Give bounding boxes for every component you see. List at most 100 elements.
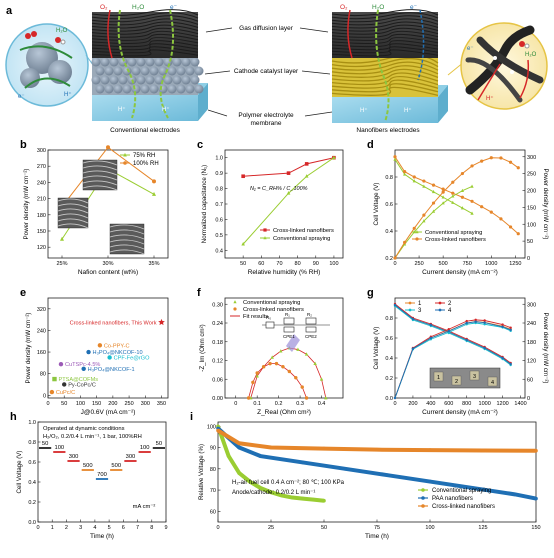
gdl-fiber — [91, 18, 199, 26]
x-axis-label: J@0.6V (mA cm⁻²) — [81, 409, 136, 416]
data-point — [441, 195, 445, 199]
data-point — [422, 213, 426, 217]
condition-line-1: H₂-air fuel cell 0.4 A cm⁻²; 80 ℃; 100 K… — [232, 480, 345, 486]
y-tick-label: 240 — [37, 328, 46, 334]
data-point — [480, 159, 484, 163]
data-point — [460, 206, 465, 210]
data-point — [489, 156, 493, 160]
data-point — [483, 346, 486, 350]
sem-fiber — [82, 160, 118, 166]
data-point — [268, 361, 272, 366]
electron-label-left: e⁻ — [170, 4, 178, 11]
step-current-label: 100 — [140, 445, 150, 451]
y2-tick-label: 250 — [527, 172, 536, 178]
step-current-label: 100 — [54, 445, 64, 451]
gdl-fiber — [331, 30, 439, 38]
cpe1 — [283, 326, 295, 333]
y-tick-label: 0.6 — [28, 460, 36, 466]
series-line-1 — [394, 303, 511, 364]
y-axis-label: -Z_Im (Ohm cm²) — [199, 324, 206, 371]
catalyst-particle — [190, 75, 200, 85]
legend-marker — [415, 230, 419, 234]
data-point — [465, 338, 468, 342]
x-tick-label: 1200 — [496, 401, 508, 407]
x-tick-label: 400 — [426, 401, 435, 407]
catalyst-particle — [104, 66, 114, 76]
pem-label-line2: membrane — [250, 120, 281, 127]
y-tick-label: 0.00 — [212, 396, 223, 402]
plot-frame — [47, 297, 169, 399]
nanofiber-strand — [331, 83, 439, 93]
data-point — [441, 187, 445, 191]
gdl-fiber — [91, 21, 199, 29]
photo-electrode — [487, 376, 498, 387]
circuit-label-r1: R₁ — [285, 312, 290, 317]
data-point — [411, 317, 415, 321]
catalyst-particle — [91, 57, 101, 67]
condition-line-2: H₂/O₂, 0.2/0.4 L min⁻¹, 1 bar, 100%RH — [43, 434, 142, 440]
data-point — [489, 210, 493, 214]
legend-marker — [421, 496, 425, 500]
data-point — [269, 445, 273, 450]
catalyst-particle — [127, 57, 137, 67]
y-tick-label: 0 — [43, 393, 46, 399]
catalyst-particle — [122, 84, 132, 94]
catalyst-particle — [136, 57, 146, 67]
x-tick-label: 0.3 — [296, 401, 304, 407]
data-point — [152, 179, 156, 184]
legend-label: Cross-linked nanofibers — [432, 504, 495, 510]
sem-inset-bg — [57, 197, 89, 229]
data-point — [451, 200, 455, 204]
point-label: H₃PO₄@NKCOF-10 — [93, 350, 143, 356]
y-tick-label: 0.9 — [215, 171, 223, 177]
catalyst-particle — [185, 84, 195, 94]
y2-tick-label: 60 — [527, 377, 533, 383]
zoom-highlight — [286, 334, 300, 352]
gdl-fiber — [331, 46, 439, 54]
data-point — [343, 467, 348, 471]
x-axis-label: Nafion content (wt%) — [78, 269, 138, 276]
legend-marker — [421, 504, 425, 508]
legend-label: 1 — [418, 301, 422, 307]
photo-bg — [429, 367, 501, 389]
circuit-label-cpe1: CPE1 — [283, 334, 295, 339]
legend-label: Conventional spraying — [243, 300, 300, 306]
data-point — [470, 211, 474, 215]
data-point — [311, 497, 316, 502]
data-point — [279, 349, 283, 353]
data-point — [516, 232, 520, 236]
data-point — [451, 194, 455, 198]
data-point — [304, 352, 309, 356]
y-tick-label: 0.2 — [385, 256, 393, 262]
catalyst-particle — [131, 84, 141, 94]
y-tick-label: 0.2 — [385, 376, 393, 382]
gdl-fiber — [331, 18, 439, 26]
data-point — [428, 448, 432, 452]
gdl-fiber — [91, 24, 199, 32]
cpe2 — [305, 326, 317, 333]
legend-marker — [421, 488, 425, 492]
y2-axis-label: Power density (mW cm⁻²) — [542, 313, 549, 384]
sem-inset-bg — [109, 223, 145, 255]
x-tick-label: 0 — [216, 525, 219, 531]
legend-marker — [415, 237, 419, 241]
h-plus-label-3: H⁺ — [360, 107, 368, 114]
legend-marker — [263, 236, 267, 240]
data-point — [428, 479, 432, 484]
point-label: Cross-linked nanofibers, This Work — [70, 320, 157, 326]
data-point — [451, 180, 455, 184]
legend-marker — [123, 161, 127, 165]
sem-fiber — [82, 165, 118, 171]
x-tick-label: 0 — [393, 261, 396, 267]
catalyst-particle — [172, 57, 182, 67]
x-tick-label: 7 — [136, 525, 139, 531]
x-axis-label: Current density (mA cm⁻²) — [422, 269, 498, 276]
condition-line-1: Operated at dynamic conditions — [43, 426, 125, 432]
data-point — [248, 479, 252, 484]
legend-marker — [123, 152, 127, 157]
catalyst-particle — [172, 75, 182, 85]
data-point — [287, 369, 292, 374]
data-point — [431, 189, 436, 194]
data-point — [281, 365, 285, 369]
x-tick-label: 2 — [65, 525, 68, 531]
